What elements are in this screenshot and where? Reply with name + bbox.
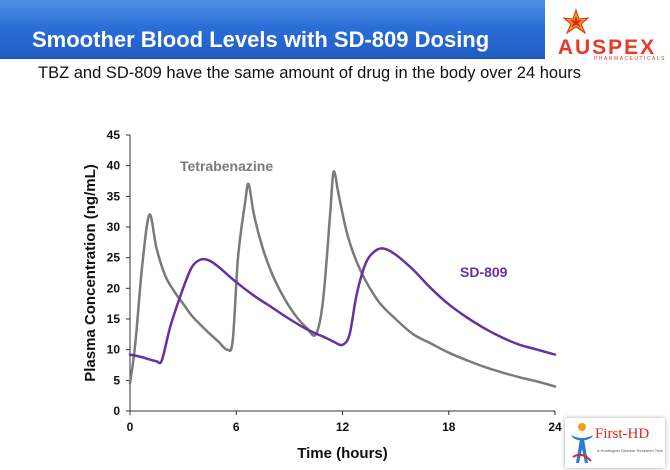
x-axis-label: Time (hours) — [297, 445, 388, 462]
first-hd-tagline: A Huntington Disease Research Trial — [597, 448, 663, 453]
y-tick-label: 10 — [107, 343, 121, 357]
series-line-tetrabenazine — [128, 170, 557, 388]
first-hd-name: First-HD — [595, 426, 650, 442]
x-tick-label: 12 — [336, 420, 350, 434]
x-tick-label: 24 — [548, 420, 562, 434]
series-label-tetrabenazine: Tetrabenazine — [180, 158, 273, 174]
x-tick-label: 0 — [127, 420, 134, 434]
slide-title: Smoother Blood Levels with SD-809 Dosing — [32, 27, 490, 52]
title-bar: Smoother Blood Levels with SD-809 Dosing — [0, 0, 545, 59]
y-tick-label: 20 — [107, 281, 121, 295]
auspex-logo-name: AUSPEX — [557, 36, 657, 59]
y-tick-label: 45 — [107, 128, 121, 142]
y-tick-label: 5 — [113, 373, 120, 387]
y-tick-label: 30 — [107, 220, 121, 234]
y-tick-label: 15 — [107, 312, 121, 326]
y-axis-label: Plasma Concentration (ng/mL) — [82, 164, 99, 382]
slide-subtitle: TBZ and SD-809 have the same amount of d… — [38, 64, 581, 82]
y-tick-label: 35 — [107, 189, 121, 203]
y-tick-label: 0 — [113, 404, 120, 418]
person-figure-icon — [571, 423, 593, 463]
x-tick-label: 18 — [442, 420, 456, 434]
auspex-logo-tagline: PHARMACEUTICALS — [594, 56, 666, 62]
x-tick-label: 6 — [233, 420, 240, 434]
y-tick-label: 25 — [107, 251, 121, 265]
auspex-logo: AUSPEX PHARMACEUTICALS — [548, 8, 666, 64]
first-hd-logo: First-HD A Huntington Disease Research T… — [565, 418, 665, 468]
series-line-sd-809 — [128, 247, 557, 365]
y-tick-label: 40 — [107, 159, 121, 173]
auspex-star-icon — [562, 8, 590, 35]
series-label-sd-809: SD-809 — [460, 264, 508, 280]
